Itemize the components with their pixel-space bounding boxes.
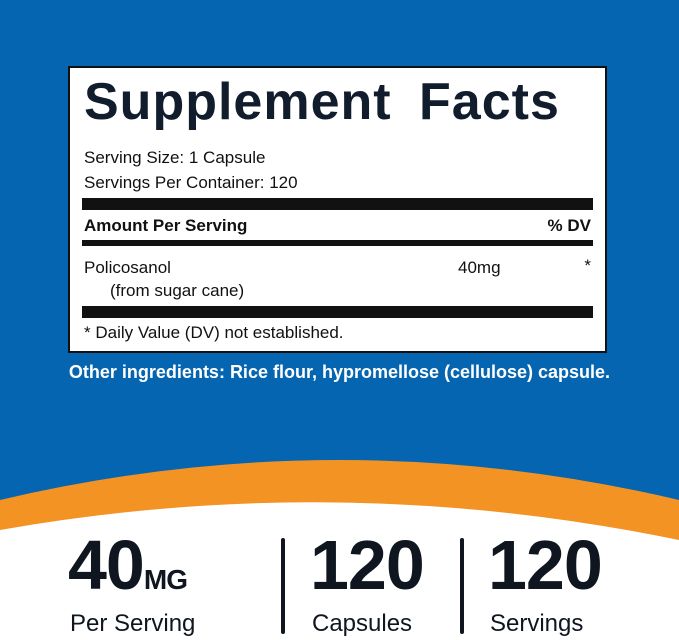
panel-title: Supplement Facts [84, 73, 560, 131]
orange-arc-banner [0, 460, 679, 640]
other-ingredients: Other ingredients: Rice flour, hypromell… [68, 362, 611, 382]
stat-label-capsules: Capsules [312, 610, 413, 637]
servings-per-container: Servings Per Container: 120 [84, 173, 298, 192]
divider-thin [82, 240, 593, 246]
stat-value-servings: 120 [488, 526, 603, 604]
footnote: * Daily Value (DV) not established. [84, 323, 344, 342]
ingredient-source: (from sugar cane) [110, 281, 245, 300]
dv-header: % DV [547, 216, 591, 235]
stat-divider [281, 538, 285, 634]
stat-label-dose: Per Serving [70, 610, 196, 637]
supplement-facts-panel: Supplement Facts Serving Size: 1 Capsule… [68, 66, 607, 353]
divider-thick [82, 306, 593, 318]
ingredient-amount: 40mg [458, 258, 501, 277]
divider-thick [82, 198, 593, 210]
ingredient-name: Policosanol [84, 258, 171, 277]
stat-label-servings: Servings [490, 610, 584, 637]
stat-divider [460, 538, 464, 634]
stat-value-dose: 40MG [68, 526, 188, 604]
stat-value-capsules: 120 [310, 526, 425, 604]
ingredient-dv: * [584, 256, 591, 275]
amount-header: Amount Per Serving [84, 216, 248, 235]
serving-size: Serving Size: 1 Capsule [84, 148, 266, 167]
